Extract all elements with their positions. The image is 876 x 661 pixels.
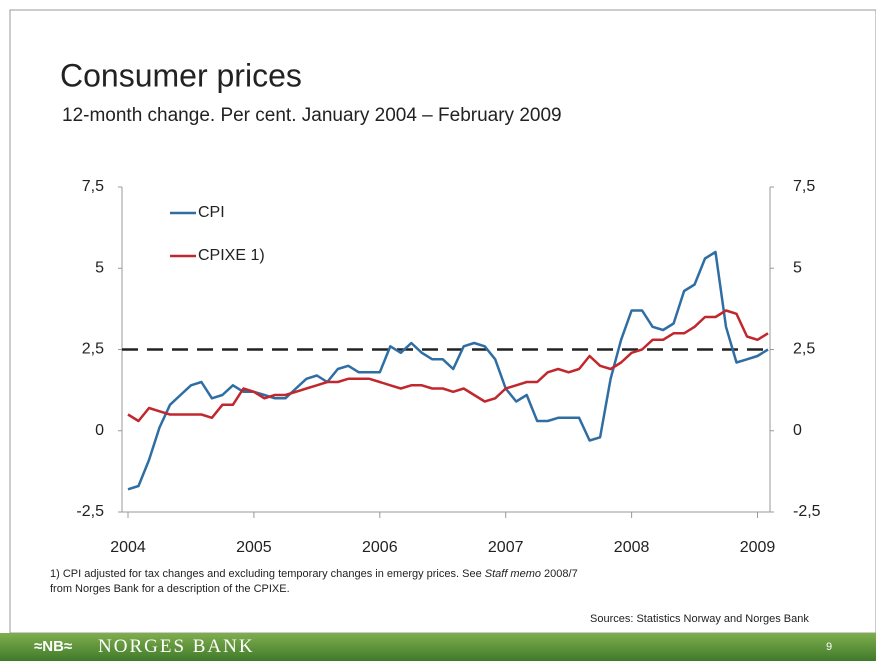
series-line	[127, 250, 769, 491]
footnote-italic: Staff memo	[484, 568, 541, 580]
chart-title: Consumer prices	[60, 57, 302, 93]
y-tick-label: 5	[95, 259, 104, 276]
y2-tick-label: 7,5	[793, 178, 815, 195]
y-tick-label: 2,5	[82, 341, 104, 358]
y-tick-label: -2,5	[76, 503, 104, 520]
footnote-text: 2008/7 from Norges Bank for a descriptio…	[50, 568, 578, 595]
x-tick-label: 2004	[110, 539, 146, 556]
x-tick-label: 2006	[362, 539, 398, 556]
y2-tick-label: 5	[793, 259, 802, 276]
page-number: 9	[826, 641, 833, 653]
series-line	[127, 309, 769, 423]
chart-subtitle: 12-month change. Per cent. January 2004 …	[62, 105, 562, 126]
y-tick-label: 7,5	[82, 178, 104, 195]
source: Sources: Statistics Norway and Norges Ba…	[590, 613, 809, 625]
logo: ≈NB≈	[34, 638, 73, 655]
y2-tick-label: 2,5	[793, 341, 815, 358]
legend-label: CPIXE 1)	[198, 247, 265, 264]
x-tick-label: 2007	[488, 539, 524, 556]
footnote: 1) CPI adjusted for tax changes and excl…	[50, 567, 590, 597]
y2-tick-label: 0	[793, 422, 802, 439]
legend-label: CPI	[198, 204, 225, 221]
footnote-text: 1) CPI adjusted for tax changes and excl…	[50, 568, 485, 580]
x-tick-label: 2005	[236, 539, 272, 556]
x-tick-label: 2008	[614, 539, 650, 556]
bank-name: NORGES BANK	[98, 636, 255, 657]
y-tick-label: 0	[95, 422, 104, 439]
footer-bar: ≈NB≈ NORGES BANK 9	[0, 633, 876, 661]
x-tick-label: 2009	[740, 539, 776, 556]
y2-tick-label: -2,5	[793, 503, 821, 520]
